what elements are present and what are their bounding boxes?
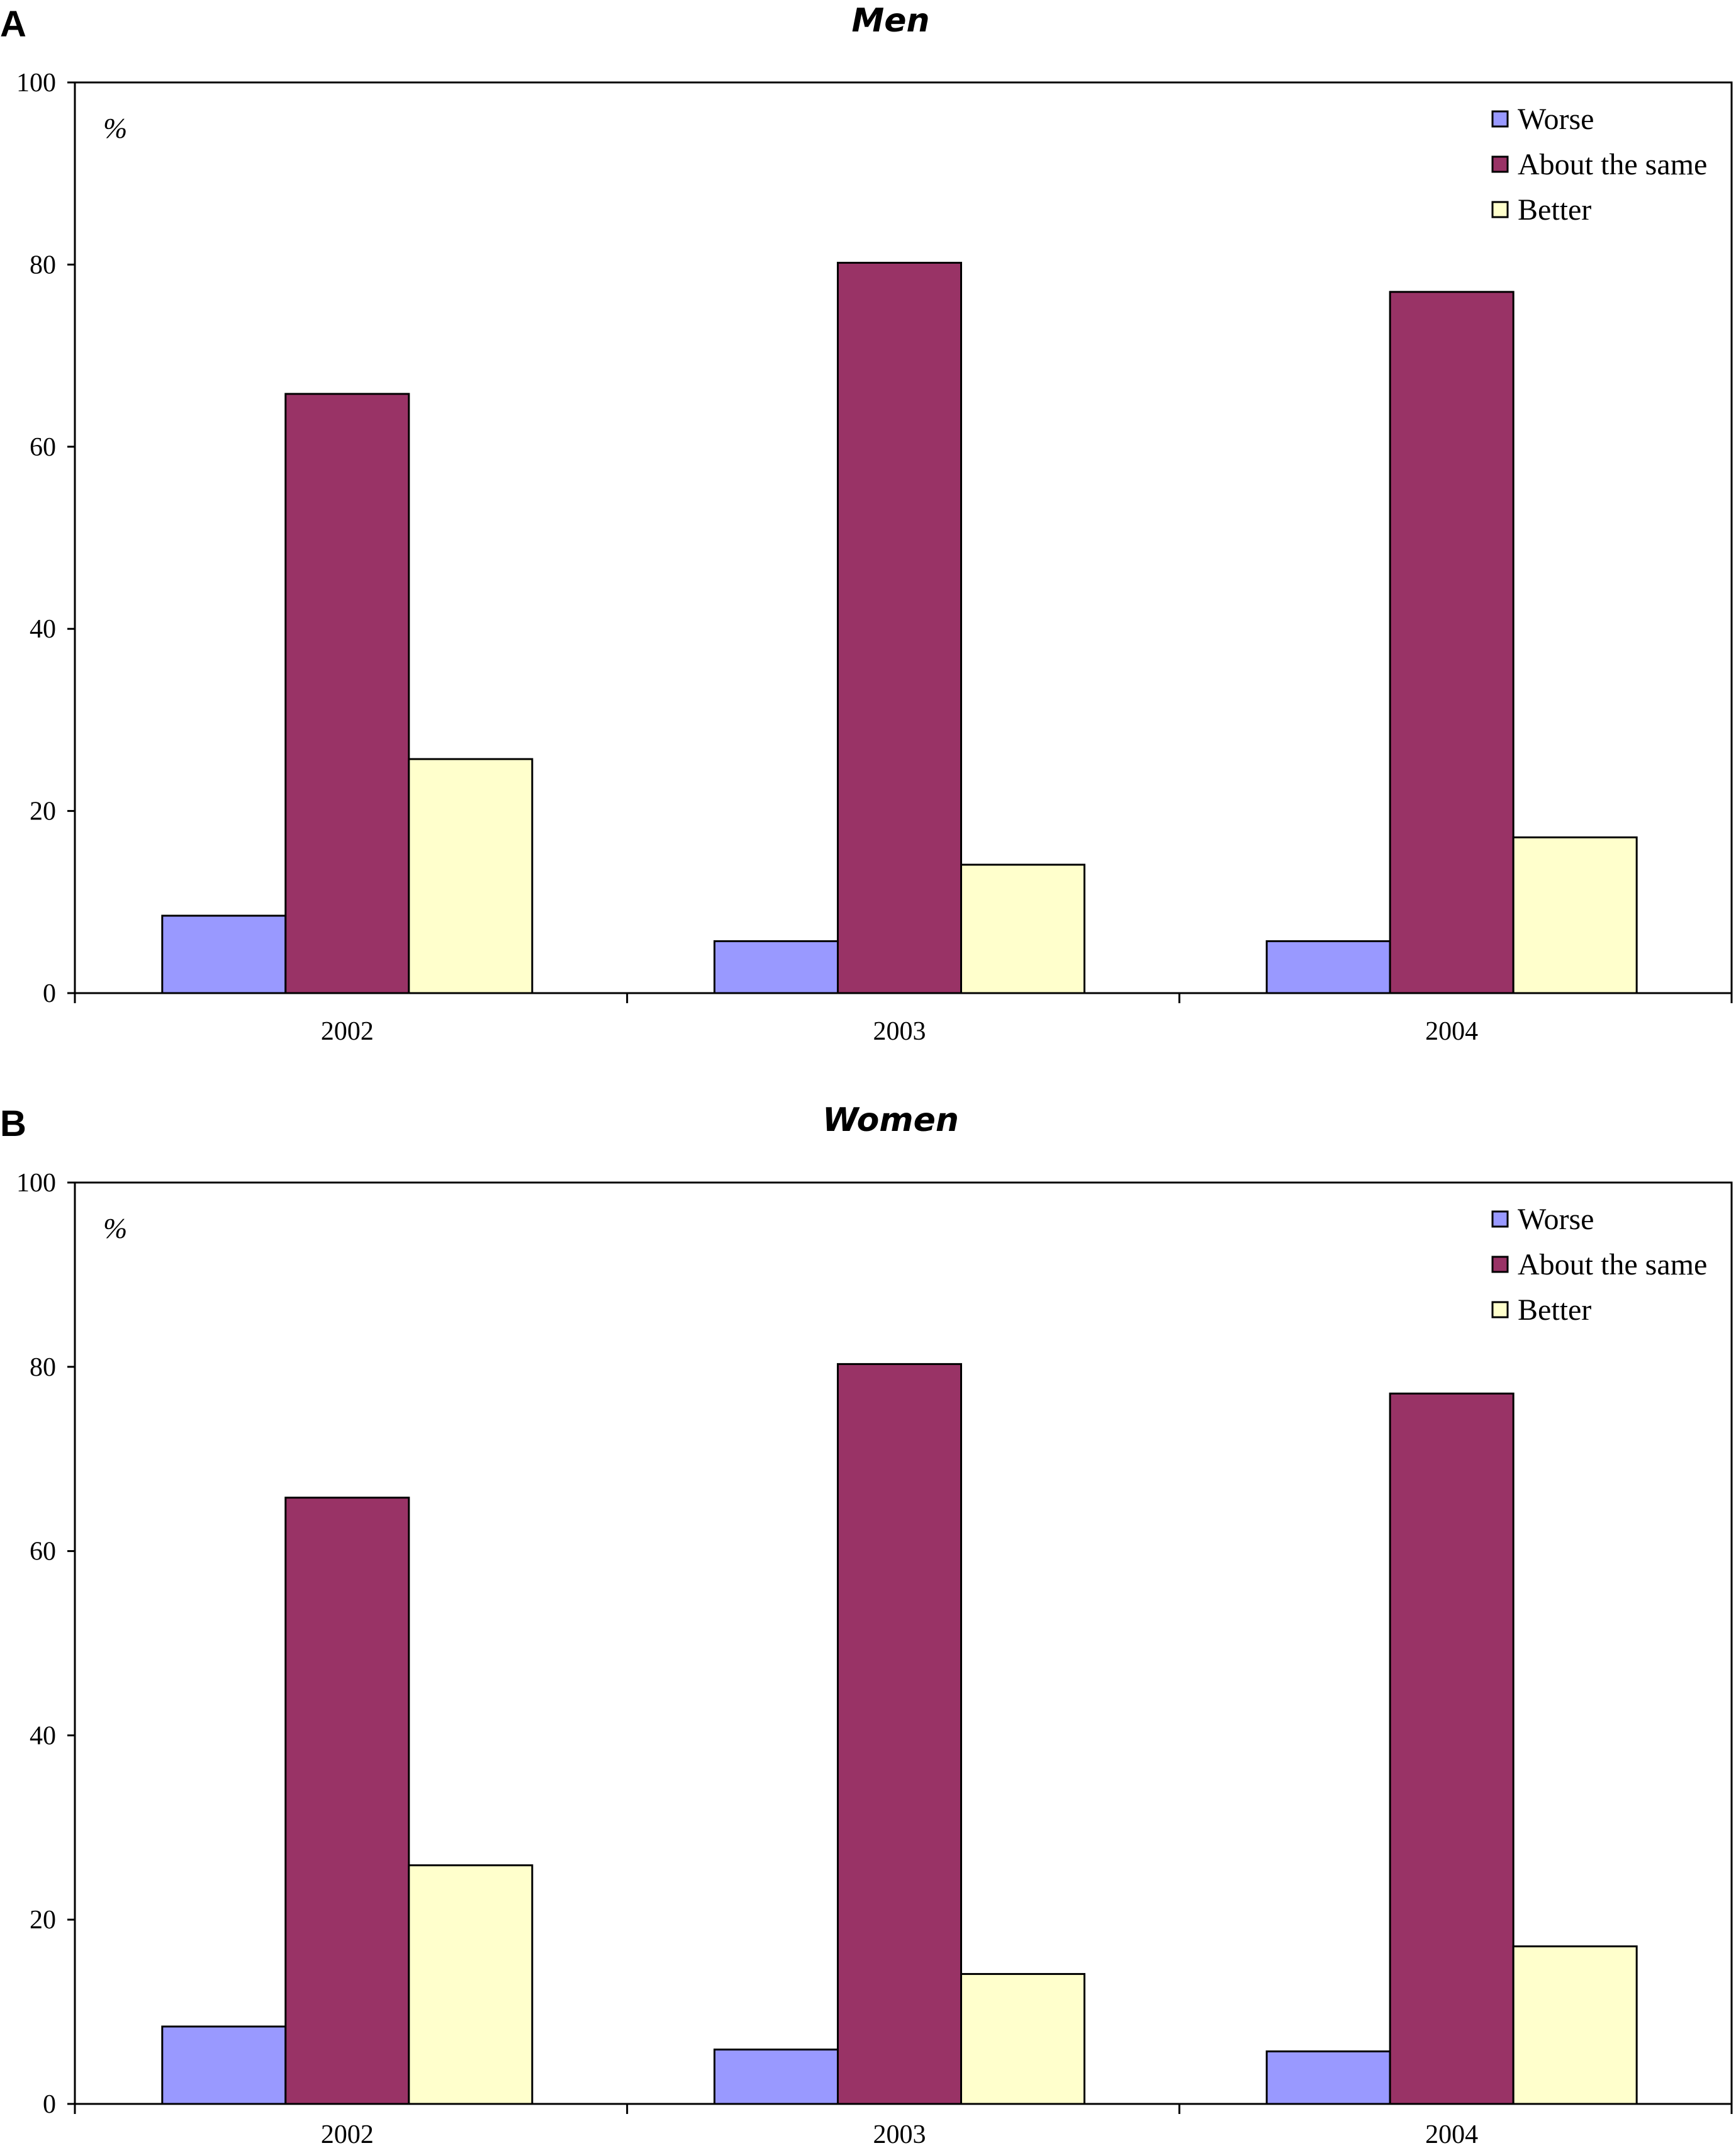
bar-about-the-same-2002 <box>284 393 410 994</box>
legend-swatch <box>1491 1210 1509 1228</box>
legend-label: About the same <box>1518 1248 1707 1281</box>
y-tick-label: 80 <box>30 1353 56 1382</box>
legend-swatch <box>1491 1256 1509 1273</box>
legend-label: Better <box>1518 1293 1591 1327</box>
x-tick-label: 2002 <box>321 1017 374 1046</box>
panel-letter: B <box>0 1103 26 1144</box>
y-tick-label: 60 <box>30 433 56 462</box>
bar-worse-2003 <box>714 2049 839 2105</box>
bar-worse-2004 <box>1265 940 1391 994</box>
bar-about-the-same-2003 <box>837 1363 962 2105</box>
y-tick-label: 40 <box>30 1721 56 1750</box>
legend-label: Worse <box>1518 103 1594 136</box>
bar-worse-2004 <box>1265 2050 1391 2105</box>
y-tick-label: 40 <box>30 615 56 644</box>
legend-label: Worse <box>1518 1203 1594 1236</box>
bar-better-2003 <box>960 863 1085 994</box>
bar-better-2004 <box>1512 1945 1638 2105</box>
legend-swatch <box>1491 155 1509 173</box>
panel-a: A Men 0 20 40 60 80 100% 2002 2003 2004 Worse About … <box>0 2 1733 1046</box>
x-tick-label: 2002 <box>321 2120 374 2149</box>
y-tick-label: 80 <box>30 250 56 279</box>
legend-swatch <box>1491 1301 1509 1318</box>
y-tick-label: 20 <box>30 1906 56 1935</box>
bar-better-2003 <box>960 1973 1085 2105</box>
y-tick-label: 0 <box>43 2090 56 2119</box>
bar-about-the-same-2004 <box>1389 1392 1515 2105</box>
y-tick-label: 0 <box>43 979 56 1008</box>
bar-better-2002 <box>408 758 534 994</box>
panel-title: Men <box>851 2 929 40</box>
x-tick-label: 2004 <box>1425 2120 1478 2149</box>
panel-letter: A <box>0 4 26 45</box>
y-tick-label: 100 <box>16 69 56 98</box>
bar-worse-2002 <box>161 914 287 994</box>
y-tick-label: 60 <box>30 1537 56 1566</box>
legend-swatch <box>1491 201 1509 218</box>
bar-about-the-same-2002 <box>284 1497 410 2105</box>
x-tick-label: 2003 <box>873 1017 926 1046</box>
bar-worse-2003 <box>714 940 839 994</box>
bar-better-2004 <box>1512 836 1638 994</box>
legend-label: Better <box>1518 193 1591 227</box>
bar-better-2002 <box>408 1864 534 2105</box>
bar-about-the-same-2004 <box>1389 291 1515 994</box>
panel-title: Women <box>822 1101 959 1139</box>
y-tick-label: 20 <box>30 797 56 826</box>
legend-swatch <box>1491 110 1509 128</box>
x-tick-label: 2004 <box>1425 1017 1478 1046</box>
x-tick-label: 2003 <box>873 2120 926 2149</box>
panel-b: B Women 0 20 40 60 80 100% 2002 2003 2004 Worse Abou… <box>0 1101 1733 2149</box>
unit-label: % <box>103 112 127 144</box>
bar-worse-2002 <box>161 2025 287 2105</box>
unit-label: % <box>103 1212 127 1244</box>
y-tick-label: 100 <box>16 1169 56 1198</box>
legend-label: About the same <box>1518 148 1707 181</box>
bar-about-the-same-2003 <box>837 262 962 994</box>
